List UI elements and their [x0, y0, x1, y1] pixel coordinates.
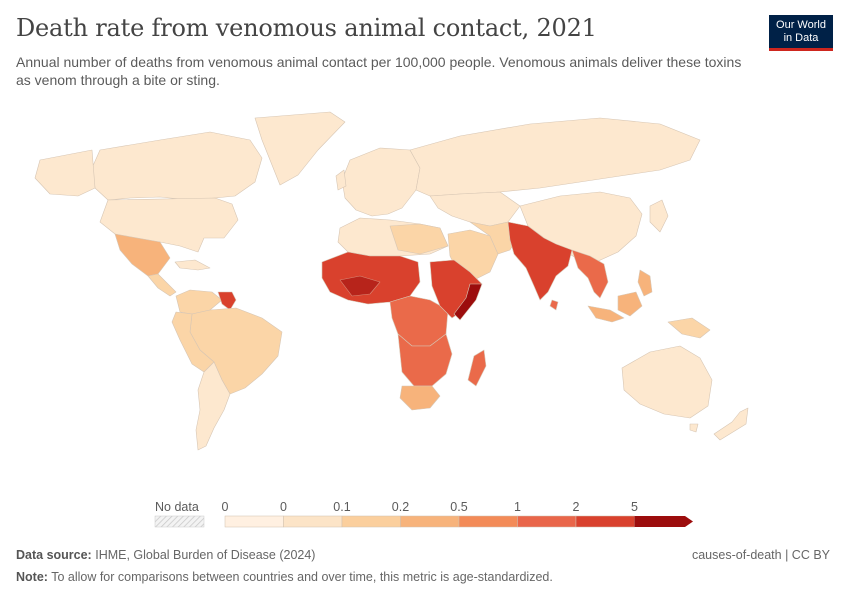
south-america-north-region[interactable]: [175, 289, 223, 315]
indonesia-region[interactable]: [587, 305, 625, 323]
east-asia-islands-region[interactable]: [649, 199, 669, 233]
caribbean-region[interactable]: [174, 259, 211, 271]
logo-line-2: in Data: [783, 32, 819, 44]
south-africa-region[interactable]: [399, 385, 441, 411]
legend-tick-label: 0: [280, 500, 287, 514]
legend-swatch[interactable]: [224, 515, 284, 528]
note-label: Note:: [16, 570, 48, 584]
west-africa-region[interactable]: [321, 251, 421, 305]
legend-tick-label: 0: [222, 500, 229, 514]
legend-tick-label: 0.5: [450, 500, 467, 514]
chart-title: Death rate from venomous animal contact,…: [16, 14, 597, 42]
south-asia-region[interactable]: [507, 221, 573, 301]
borneo-region[interactable]: [617, 291, 643, 317]
central-america-region[interactable]: [147, 273, 177, 297]
northeast-africa-region[interactable]: [389, 223, 449, 255]
source-label: Data source:: [16, 548, 92, 562]
legend-swatch[interactable]: [575, 515, 635, 528]
australia-region[interactable]: [621, 345, 713, 419]
legend-tick-label: 1: [514, 500, 521, 514]
logo-line-1: Our World: [776, 19, 826, 31]
legend-tick-label: 0.2: [392, 500, 409, 514]
greenland-region[interactable]: [254, 111, 346, 186]
legend-tick-label: 5: [631, 500, 638, 514]
new-guinea-region[interactable]: [667, 317, 711, 339]
legend-no-data-label: No data: [155, 500, 199, 514]
uk-region[interactable]: [335, 169, 347, 191]
russia-region[interactable]: [409, 117, 701, 197]
legend-tick-label: 0.1: [333, 500, 350, 514]
owid-logo[interactable]: Our World in Data: [769, 15, 833, 51]
chart-subtitle: Annual number of deaths from venomous an…: [16, 54, 742, 88]
canada-region[interactable]: [91, 131, 263, 201]
europe-region[interactable]: [341, 147, 421, 217]
world-map: [34, 111, 749, 451]
new-zealand-region[interactable]: [713, 407, 749, 441]
note-text: To allow for comparisons between countri…: [51, 570, 553, 584]
guianas-region[interactable]: [217, 291, 237, 311]
source-text[interactable]: IHME, Global Burden of Disease (2024): [95, 548, 316, 562]
legend-swatch[interactable]: [341, 515, 401, 528]
footer-note: Note: To allow for comparisons between c…: [16, 570, 553, 584]
legend-swatch[interactable]: [634, 516, 694, 527]
sahel-region[interactable]: [339, 275, 381, 297]
legend-swatch[interactable]: [458, 515, 518, 528]
somalia-region[interactable]: [453, 283, 483, 321]
madagascar-region[interactable]: [467, 349, 487, 387]
legend-tick-label: 2: [573, 500, 580, 514]
tasmania-region[interactable]: [689, 423, 699, 433]
alaska-region[interactable]: [34, 149, 96, 197]
southern-cone-region[interactable]: [195, 361, 231, 451]
southeast-asia-region[interactable]: [571, 249, 609, 299]
legend-no-data-swatch[interactable]: [154, 515, 205, 528]
footer-license[interactable]: causes-of-death | CC BY: [691, 548, 830, 562]
legend-swatch[interactable]: [400, 515, 460, 528]
legend-swatch[interactable]: [283, 515, 343, 528]
sri-lanka-region[interactable]: [549, 299, 559, 311]
footer-source: Data source: IHME, Global Burden of Dise…: [16, 548, 315, 562]
legend-swatch[interactable]: [517, 515, 577, 528]
map-legend: No data 0 0 0.1 0.2 0.5 1 2 5: [154, 500, 694, 528]
philippines-region[interactable]: [637, 269, 653, 297]
central-asia-region[interactable]: [429, 191, 521, 227]
southern-africa-region[interactable]: [397, 333, 453, 387]
